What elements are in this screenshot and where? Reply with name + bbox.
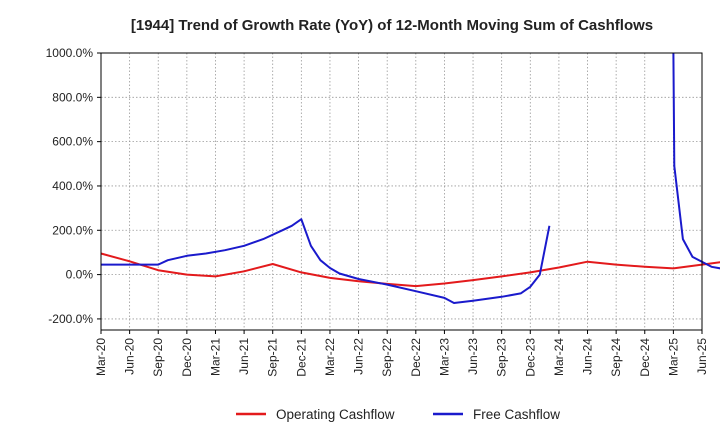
legend-label: Operating Cashflow — [276, 407, 395, 422]
x-tick-label: Dec-24 — [638, 338, 652, 377]
chart-title: [1944] Trend of Growth Rate (YoY) of 12-… — [131, 17, 653, 34]
x-tick-label: Sep-20 — [151, 338, 165, 377]
series-line-operating-cashflow — [100, 252, 720, 288]
y-tick-label: 0.0% — [66, 268, 94, 282]
x-tick-label: Mar-22 — [323, 338, 337, 376]
plot-frame — [100, 52, 703, 331]
x-tick-label: Sep-21 — [266, 338, 280, 377]
x-tick-label: Mar-23 — [437, 338, 451, 376]
series-line-free-cashflow — [672, 52, 720, 270]
y-tick-label: 800.0% — [52, 90, 93, 104]
legend: Operating Cashflow Free Cashflow — [236, 407, 560, 422]
y-tick-label: 1000.0% — [46, 46, 94, 60]
x-tick-label: Sep-24 — [609, 338, 623, 377]
series-line-free-cashflow — [101, 218, 551, 304]
x-tick-label: Jun-20 — [123, 338, 137, 375]
x-tick-label: Jun-23 — [466, 338, 480, 375]
x-tick-label: Sep-22 — [380, 338, 394, 377]
x-tick-label: Jun-24 — [581, 338, 595, 375]
legend-label: Free Cashflow — [473, 407, 560, 422]
y-axis-ticks: -200.0% 0.0% 200.0% 400.0% 600.0% 800.0% 1000.… — [46, 46, 101, 326]
x-tick-label: Dec-22 — [409, 338, 423, 377]
y-tick-label: 200.0% — [52, 223, 93, 237]
x-tick-label: Jun-21 — [237, 338, 251, 375]
y-tick-label: 400.0% — [52, 179, 93, 193]
x-tick-label: Mar-21 — [208, 338, 222, 376]
x-tick-label: Dec-23 — [523, 338, 537, 377]
x-tick-label: Sep-23 — [495, 338, 509, 377]
y-tick-label: 600.0% — [52, 135, 93, 149]
x-tick-label: Jun-25 — [695, 338, 709, 375]
x-tick-label: Dec-20 — [180, 338, 194, 377]
x-tick-label: Mar-20 — [94, 338, 108, 376]
x-axis-ticks: Mar-20 Jun-20 Sep-20 Dec-20 Mar-21 Jun-21 Sep-… — [94, 330, 709, 377]
x-tick-label: Mar-25 — [666, 338, 680, 376]
x-tick-label: Mar-24 — [552, 338, 566, 376]
x-tick-label: Dec-21 — [294, 338, 308, 377]
x-tick-label: Jun-22 — [352, 338, 366, 375]
y-tick-label: -200.0% — [48, 312, 93, 326]
series-layer — [100, 52, 720, 304]
grid-lines — [100, 52, 703, 330]
